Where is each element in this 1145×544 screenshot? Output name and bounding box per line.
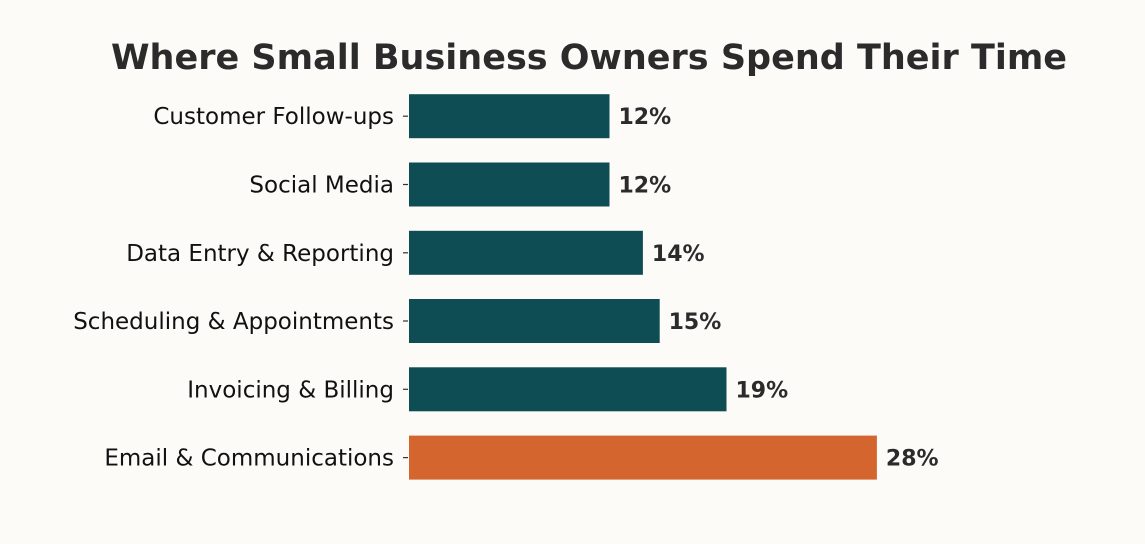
category-label: Customer Follow-ups bbox=[153, 104, 394, 130]
bar bbox=[409, 367, 727, 412]
bar bbox=[409, 230, 643, 275]
value-label: 12% bbox=[619, 174, 672, 199]
bar bbox=[409, 94, 610, 139]
bar bbox=[409, 299, 660, 343]
category-label: Invoicing & Billing bbox=[187, 377, 394, 403]
value-label: 28% bbox=[886, 447, 939, 472]
value-label: 14% bbox=[652, 242, 705, 267]
category-label: Social Media bbox=[249, 173, 394, 199]
bar bbox=[409, 162, 610, 207]
category-label: Data Entry & Reporting bbox=[126, 241, 394, 267]
bar bbox=[409, 435, 877, 480]
value-label: 19% bbox=[736, 378, 789, 403]
value-label: 15% bbox=[669, 310, 722, 335]
category-label: Scheduling & Appointments bbox=[73, 309, 394, 335]
category-label: Email & Communications bbox=[104, 446, 394, 472]
chart-title: Where Small Business Owners Spend Their … bbox=[110, 38, 1068, 78]
bars-layer: Email & Communications 28% Invoicing & Bil… bbox=[73, 94, 939, 480]
value-label: 12% bbox=[619, 105, 672, 130]
